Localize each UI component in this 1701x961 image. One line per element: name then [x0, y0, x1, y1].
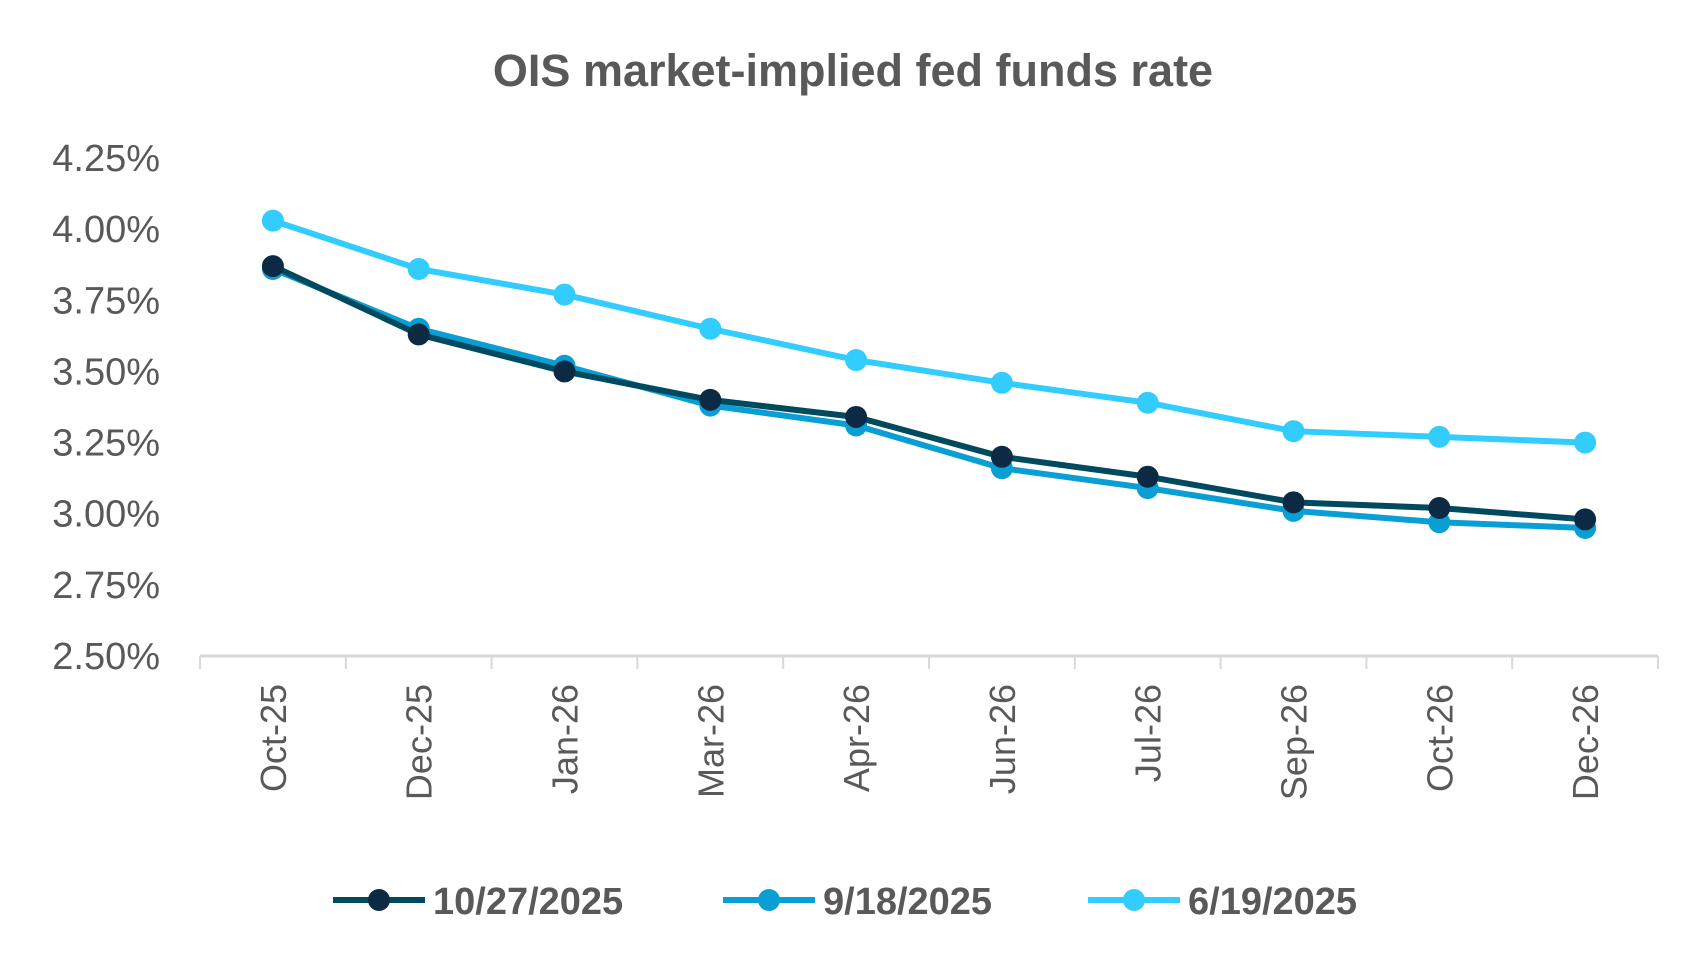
- x-tick-label: Sep-26: [1274, 684, 1315, 800]
- legend-item: 6/19/2025: [1088, 881, 1357, 923]
- legend-label: 10/27/2025: [433, 881, 623, 923]
- data-point: [1136, 465, 1159, 488]
- y-tick-label: 3.50%: [52, 351, 160, 393]
- legend-label: 9/18/2025: [823, 881, 992, 923]
- series-group: [261, 209, 1597, 539]
- legend-item: 9/18/2025: [723, 881, 992, 923]
- series-line: [271, 266, 1586, 531]
- x-tick-label: Oct-25: [253, 684, 294, 792]
- legend: 10/27/2025 9/18/2025 6/19/2025: [333, 881, 1357, 923]
- x-tick-label: Oct-26: [1419, 684, 1460, 792]
- chart-title: OIS market-implied fed funds rate: [493, 45, 1213, 96]
- y-tick-label: 2.50%: [52, 636, 160, 678]
- data-point: [407, 323, 430, 346]
- y-tick-label: 3.25%: [52, 423, 160, 465]
- legend-item: 10/27/2025: [333, 881, 623, 923]
- data-point: [553, 283, 576, 306]
- legend-label: 6/19/2025: [1188, 881, 1357, 923]
- data-point: [845, 405, 868, 428]
- data-point: [1574, 508, 1597, 531]
- x-tick-label: Jun-26: [982, 684, 1023, 794]
- data-point: [1282, 491, 1305, 514]
- data-point: [1428, 497, 1451, 520]
- series-6-19-2025: [261, 209, 1597, 454]
- y-tick-label: 3.00%: [52, 494, 160, 536]
- data-point: [1574, 431, 1597, 454]
- x-tick-label: Dec-25: [399, 684, 440, 800]
- x-axis: Oct-25 Dec-25 Jan-26 Mar-26 Apr-26 Jun-26 Jul-…: [199, 654, 1659, 800]
- data-point: [1428, 425, 1451, 448]
- series-line: [271, 217, 1586, 446]
- x-tick-label: Apr-26: [836, 684, 877, 792]
- data-point: [699, 317, 722, 340]
- legend-marker: [1123, 889, 1145, 911]
- y-tick-label: 3.75%: [52, 280, 160, 322]
- data-point: [1136, 391, 1159, 414]
- y-tick-label: 2.75%: [52, 565, 160, 607]
- series-10-27-2025: [261, 255, 1597, 531]
- x-tick-label: Jan-26: [545, 684, 586, 794]
- data-point: [990, 371, 1013, 394]
- data-point: [699, 388, 722, 411]
- y-tick-label: 4.25%: [52, 138, 160, 180]
- y-tick-label: 4.00%: [52, 209, 160, 251]
- legend-marker: [758, 889, 780, 911]
- data-point: [407, 257, 430, 280]
- data-point: [990, 445, 1013, 468]
- y-axis: 2.50% 2.75% 3.00% 3.25% 3.50% 3.75% 4.00% 4.25%: [52, 138, 160, 678]
- x-tick-label: Mar-26: [690, 684, 731, 798]
- x-tick-label: Dec-26: [1565, 684, 1606, 800]
- data-point: [845, 349, 868, 372]
- data-point: [1282, 420, 1305, 443]
- data-point: [261, 255, 284, 278]
- data-point: [553, 360, 576, 383]
- x-tick-label: Jul-26: [1128, 684, 1169, 782]
- series-9-18-2025: [261, 257, 1597, 539]
- legend-marker: [368, 889, 390, 911]
- series-line: [271, 263, 1586, 523]
- data-point: [261, 209, 284, 232]
